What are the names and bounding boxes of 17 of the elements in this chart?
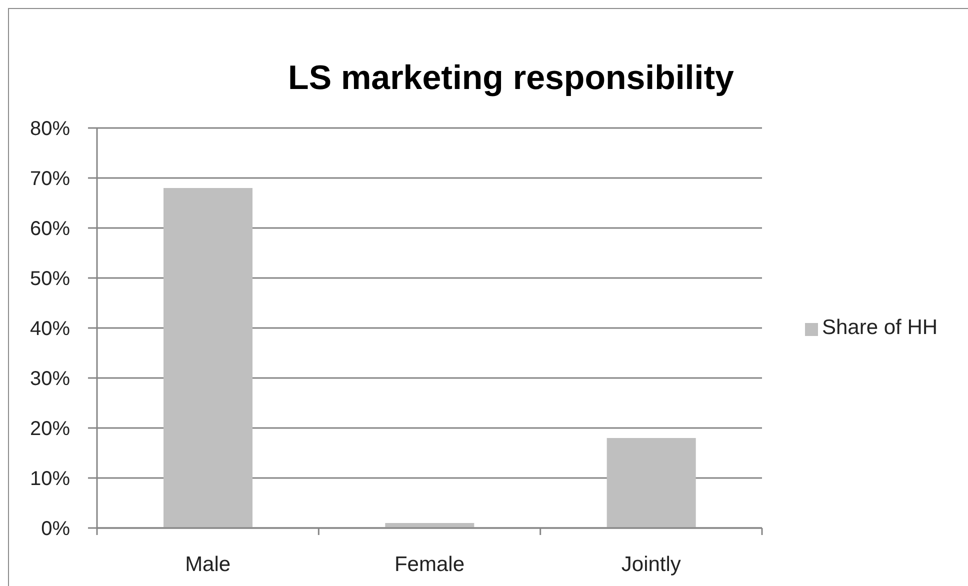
bar — [385, 523, 474, 528]
bar — [606, 438, 696, 528]
chart-title: LS marketing responsibility — [287, 58, 735, 98]
x-tick-label: Male — [185, 553, 231, 576]
x-tick-label: Female — [394, 553, 465, 576]
y-tick-label: 10% — [30, 468, 70, 490]
legend-label: Share of HH — [822, 316, 938, 339]
y-tick-label: 40% — [30, 318, 70, 340]
y-tick-label: 0% — [41, 518, 70, 540]
y-tick-label: 70% — [30, 168, 70, 190]
y-tick-label: 30% — [30, 368, 70, 390]
y-tick-label: 80% — [30, 118, 70, 140]
bar — [164, 188, 252, 528]
y-tick-label: 20% — [30, 418, 70, 440]
x-tick-label: Jointly — [621, 553, 682, 576]
y-tick-label: 60% — [30, 218, 70, 240]
y-tick-label: 50% — [30, 268, 70, 290]
